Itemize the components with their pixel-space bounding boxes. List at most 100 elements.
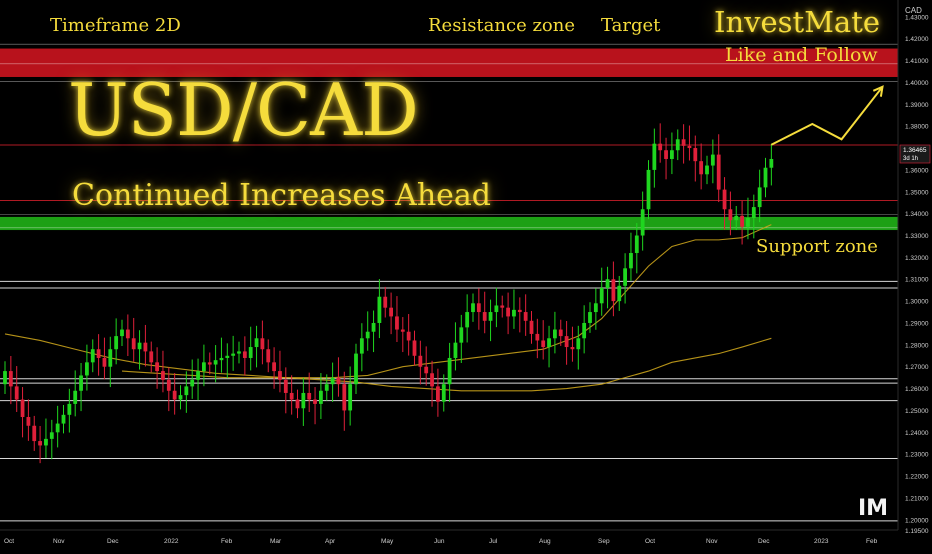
candle-body <box>500 305 505 308</box>
candle-body <box>254 338 259 348</box>
candle-body <box>96 349 101 358</box>
candle-body <box>137 342 142 350</box>
y-tick-label: 1.27000 <box>905 364 929 371</box>
candle-body <box>231 353 236 356</box>
candle-body <box>582 322 587 339</box>
candle-body <box>289 392 294 400</box>
y-tick-label: 1.32000 <box>905 255 929 262</box>
candle-body <box>523 312 528 321</box>
x-tick-label: Nov <box>53 538 65 545</box>
candle-body <box>494 305 499 313</box>
candle-body <box>190 379 195 387</box>
candle-body <box>73 390 78 404</box>
candle-body <box>102 357 107 367</box>
candle-body <box>90 349 95 363</box>
candle-body <box>412 340 417 356</box>
candle-body <box>108 349 113 367</box>
candle-body <box>646 169 651 210</box>
candle-body <box>272 362 276 372</box>
candle-body <box>652 143 657 170</box>
candle-body <box>441 384 446 402</box>
candle-body <box>751 207 756 219</box>
candle-body <box>406 331 411 341</box>
candle-body <box>757 187 762 208</box>
candle-body <box>324 384 329 391</box>
y-tick-label: 1.36000 <box>905 167 929 174</box>
candle-body <box>693 148 698 162</box>
candle-body <box>79 375 83 391</box>
candle-body <box>365 331 370 339</box>
candle-body <box>699 161 704 175</box>
candle-body <box>541 340 546 348</box>
candle-body <box>476 303 481 313</box>
candle-body <box>225 355 230 358</box>
candle-body <box>465 312 470 328</box>
x-tick-label: Jul <box>489 538 498 545</box>
candle-body <box>354 353 358 385</box>
candle-body <box>436 386 440 402</box>
y-tick-label: 1.38000 <box>905 124 929 131</box>
candle-body <box>447 357 452 385</box>
y-tick-label: 1.19500 <box>905 528 929 535</box>
y-axis-label: CAD <box>905 6 922 15</box>
like-and-follow-label: Like and Follow <box>725 44 878 66</box>
y-tick-label: 1.25000 <box>905 408 929 415</box>
candle-body <box>49 432 54 439</box>
y-tick-label: 1.22000 <box>905 474 929 481</box>
candle-body <box>681 139 686 146</box>
candle-body <box>383 296 388 308</box>
last-price-value: 1.36465 <box>903 147 927 154</box>
candle-body <box>634 235 639 254</box>
last-price-marker <box>899 144 931 164</box>
candle-body <box>61 414 66 424</box>
candle-body <box>617 285 622 302</box>
candle-body <box>418 355 423 367</box>
candle-body <box>143 342 148 352</box>
y-tick-label: 1.34000 <box>905 211 929 218</box>
candle-body <box>260 338 265 350</box>
candle-body <box>8 371 13 387</box>
moving-average-fast-line <box>121 224 772 379</box>
candle-body <box>38 441 42 446</box>
y-tick-label: 1.26000 <box>905 386 929 393</box>
candle-body <box>512 309 516 317</box>
candle-body <box>125 329 130 339</box>
candle-body <box>710 154 715 166</box>
y-tick-label: 1.39000 <box>905 102 929 109</box>
candle-body <box>453 342 458 358</box>
y-tick-label: 1.42000 <box>905 36 929 43</box>
candle-body <box>599 287 604 304</box>
candle-body <box>529 320 534 334</box>
projection-path-line <box>770 86 884 146</box>
candle-body <box>746 218 750 227</box>
candle-body <box>266 349 271 363</box>
candle-body <box>424 366 429 374</box>
candle-body <box>547 338 551 348</box>
candle-body <box>237 351 241 354</box>
candle-body <box>14 386 19 400</box>
candle-body <box>389 307 393 317</box>
candle-body <box>517 309 522 313</box>
candle-body <box>44 438 48 446</box>
candle-body <box>593 303 598 313</box>
candle-body <box>336 377 341 385</box>
support-zone-band <box>0 216 898 231</box>
y-tick-label: 1.30000 <box>905 299 929 306</box>
candle-body <box>611 279 616 302</box>
candle-body <box>471 303 475 313</box>
candle-body <box>359 338 364 354</box>
y-tick-label: 1.24000 <box>905 430 929 437</box>
candle-body <box>763 167 768 188</box>
candle-body <box>131 338 136 350</box>
candle-body <box>319 390 323 404</box>
candle-body <box>377 296 382 323</box>
timeframe-label: Timeframe 2D <box>50 15 181 36</box>
candle-body <box>155 362 159 372</box>
support-zone-label: Support zone <box>756 236 878 257</box>
candle-body <box>196 371 200 380</box>
y-tick-label: 1.23000 <box>905 452 929 459</box>
x-tick-label: Nov <box>706 538 718 545</box>
y-tick-label: 1.40000 <box>905 80 929 87</box>
y-tick-label: 1.33000 <box>905 233 929 240</box>
